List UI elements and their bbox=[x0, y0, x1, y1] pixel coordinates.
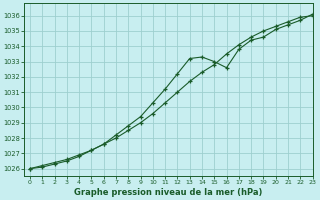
X-axis label: Graphe pression niveau de la mer (hPa): Graphe pression niveau de la mer (hPa) bbox=[74, 188, 262, 197]
